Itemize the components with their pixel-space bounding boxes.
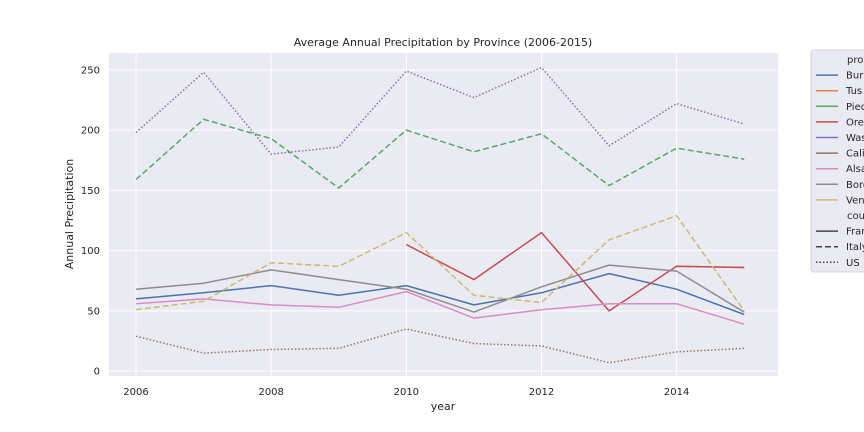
series-line-was	[135, 66, 745, 155]
x-tick-label: 2008	[258, 387, 283, 398]
legend-item-tus: Tus	[845, 86, 862, 97]
x-tick-label: 2012	[529, 387, 554, 398]
plot-background	[109, 53, 778, 376]
legend-item-alsa: Alsa	[846, 164, 864, 175]
series-line-ore	[405, 231, 745, 312]
legend-item-bord: Bord	[846, 180, 864, 191]
y-tick-label: 150	[81, 186, 100, 197]
legend-item-ore: Ore	[846, 117, 864, 128]
axis-ticks: 2006 2008 2010 2012 2014 0 50 100 150 200 250	[81, 65, 689, 398]
chart-title: Average Annual Precipitation by Province…	[294, 36, 592, 49]
legend-box	[810, 49, 864, 273]
series-layer	[135, 66, 745, 364]
series-line-bur	[135, 272, 745, 316]
grid-lines	[109, 53, 778, 376]
x-tick-label: 2006	[123, 387, 148, 398]
legend-item-fran: Fran	[846, 227, 864, 238]
legend-item-ven: Ven	[846, 195, 864, 206]
y-tick-label: 250	[81, 65, 100, 76]
y-tick-label: 0	[94, 367, 100, 378]
y-tick-label: 100	[81, 246, 100, 257]
x-axis-label: year	[431, 400, 456, 413]
series-line-cali	[135, 328, 745, 364]
legend-title-province: prov	[847, 55, 864, 66]
series-line-pied	[135, 118, 745, 189]
legend-item-bur: Bur	[846, 71, 864, 82]
legend-item-italy: Italy	[846, 242, 864, 253]
legend: prov Bur Tus Pied Ore Was Cali Alsa Bord Ven cou Fr…	[810, 49, 864, 273]
x-tick-label: 2010	[394, 387, 419, 398]
series-line-bord	[135, 264, 745, 313]
series-line-alsa	[135, 290, 745, 325]
series-line-ven	[135, 214, 745, 312]
legend-items: prov Bur Tus Pied Ore Was Cali Alsa Bord Ven cou Fr…	[816, 55, 864, 269]
legend-item-was: Was	[846, 133, 864, 144]
legend-item-pied: Pied	[846, 102, 864, 113]
legend-item-cali: Cali	[846, 149, 864, 160]
y-tick-label: 200	[81, 126, 100, 137]
y-axis-label: Annual Precipitation	[63, 159, 76, 270]
legend-item-us: US	[846, 258, 860, 269]
legend-title-country: cou	[847, 211, 864, 222]
y-tick-label: 50	[87, 306, 100, 317]
x-tick-label: 2014	[664, 387, 689, 398]
